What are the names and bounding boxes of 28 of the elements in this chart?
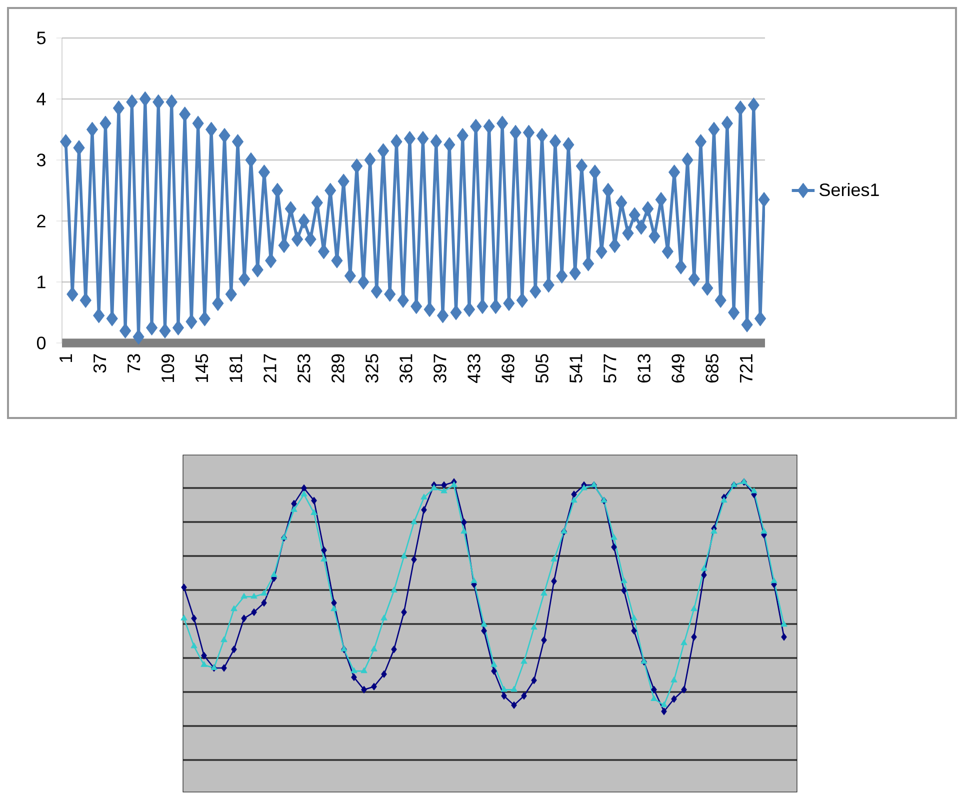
x-tick-label: 361 bbox=[400, 354, 412, 383]
x-tick-label: 469 bbox=[502, 354, 514, 384]
x-tick-label: 253 bbox=[298, 354, 310, 383]
x-tick-label: 577 bbox=[604, 354, 616, 383]
x-tick-label: 37 bbox=[93, 354, 106, 373]
y-tick-label: 3 bbox=[36, 154, 46, 166]
x-tick-label: 289 bbox=[332, 354, 344, 383]
x-tick-label: 1 bbox=[60, 354, 72, 362]
x-tick-label: 145 bbox=[196, 354, 208, 382]
x-tick-label: 109 bbox=[161, 354, 174, 382]
x-tick-label: 397 bbox=[434, 354, 446, 383]
y-tick-label: 5 bbox=[36, 32, 46, 44]
x-tick-label: 721 bbox=[740, 354, 752, 382]
y-tick-label: 0 bbox=[36, 336, 46, 350]
y-tick-label: 1 bbox=[38, 276, 46, 288]
x-tick-label: 73 bbox=[127, 354, 140, 372]
legend-label: Series1 bbox=[820, 182, 879, 196]
x-tick-label: 613 bbox=[638, 354, 650, 382]
x-tick-label: 181 bbox=[229, 354, 242, 382]
x-tick-label: 541 bbox=[570, 354, 582, 383]
x-tick-label: 649 bbox=[672, 354, 684, 382]
x-tick-label: 325 bbox=[366, 354, 378, 383]
y-tick-label: 2 bbox=[37, 214, 46, 228]
x-tick-label: 217 bbox=[264, 354, 276, 383]
x-tick-label: 685 bbox=[706, 354, 718, 382]
x-tick-label: 433 bbox=[468, 354, 480, 384]
y-tick-label: 4 bbox=[36, 92, 46, 106]
x-tick-label: 505 bbox=[536, 354, 548, 383]
